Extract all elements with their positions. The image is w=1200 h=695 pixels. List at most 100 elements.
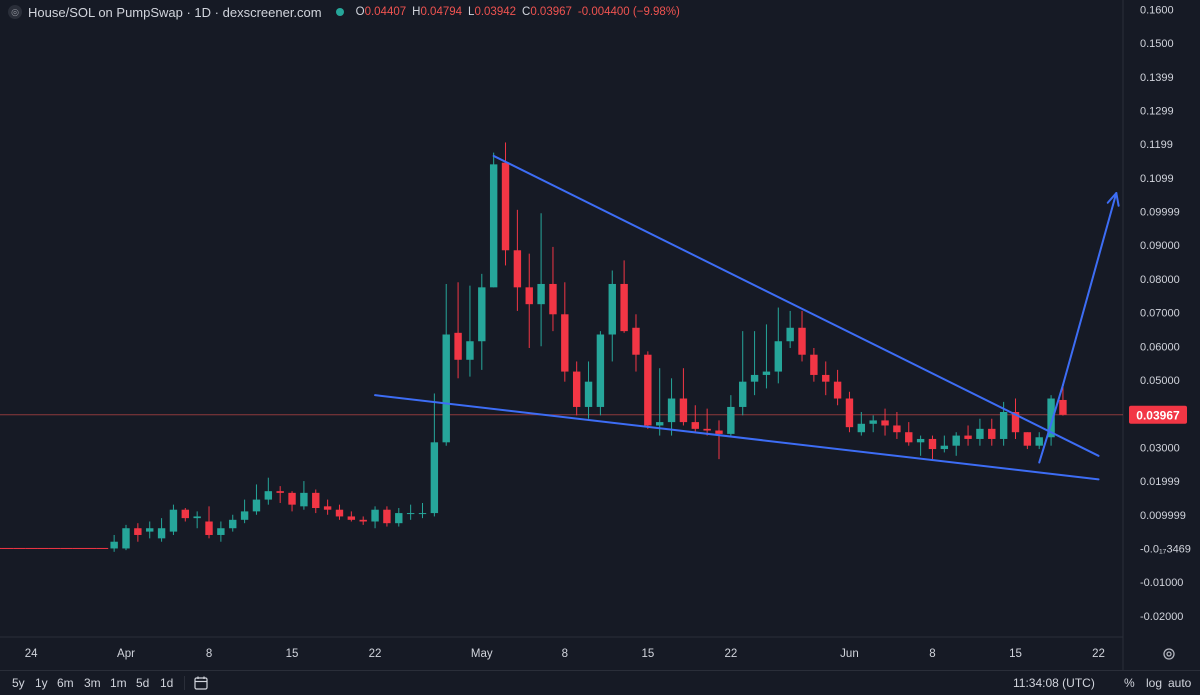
y-tick-label[interactable]: 0.1199: [1140, 139, 1173, 151]
range-3m-button[interactable]: 3m: [84, 676, 101, 690]
x-tick-label[interactable]: 24: [25, 648, 38, 660]
candle: [252, 484, 261, 515]
candle-body: [264, 491, 273, 500]
x-tick-label[interactable]: 8: [206, 648, 212, 660]
candle-body: [774, 341, 782, 372]
candle-body: [845, 398, 854, 428]
range-1m-button[interactable]: 1m: [110, 676, 127, 690]
y-tick-label[interactable]: 0.05000: [1140, 375, 1180, 387]
candle: [525, 253, 533, 348]
candle: [822, 361, 830, 396]
candle: [644, 351, 652, 429]
x-tick-label[interactable]: 15: [641, 648, 654, 660]
candle: [988, 418, 996, 446]
y-tick-label[interactable]: -0.0₁₇3469: [1140, 543, 1191, 555]
drawings[interactable]: [374, 154, 1120, 481]
y-tick-label[interactable]: 0.03000: [1140, 442, 1180, 454]
candle-body: [240, 511, 249, 520]
y-tick-label[interactable]: 0.01999: [1140, 476, 1180, 488]
y-tick-label[interactable]: 0.06000: [1140, 341, 1180, 353]
x-tick-label[interactable]: 8: [929, 648, 935, 660]
candle: [134, 523, 142, 542]
upper-trendline[interactable]: [492, 154, 1100, 457]
candle: [691, 405, 699, 433]
candle-body: [703, 428, 711, 431]
range-1y-button[interactable]: 1y: [35, 676, 48, 690]
target-arrow[interactable]: [1061, 191, 1118, 387]
y-tick-label[interactable]: 0.1600: [1140, 4, 1174, 16]
candle: [229, 514, 237, 532]
range-5y-button[interactable]: 5y: [12, 676, 25, 690]
candle: [1023, 432, 1032, 450]
candle-body: [596, 334, 605, 407]
range-6m-button[interactable]: 6m: [57, 676, 74, 690]
candle: [323, 499, 332, 515]
x-tick-label[interactable]: May: [471, 648, 493, 660]
candle: [786, 310, 794, 348]
candle: [810, 347, 818, 382]
x-tick-label[interactable]: 22: [724, 648, 737, 660]
percent-scale-button[interactable]: %: [1124, 676, 1135, 690]
range-1d-button[interactable]: 1d: [160, 676, 174, 690]
x-tick-label[interactable]: Jun: [840, 648, 859, 660]
time-axis[interactable]: 24 Apr 8 15 22 May 8 15 22 Jun 8 15 22: [25, 648, 1105, 660]
candle: [205, 506, 213, 539]
y-tick-label[interactable]: 0.009999: [1140, 510, 1186, 522]
candle-body: [122, 528, 130, 549]
x-tick-label[interactable]: 22: [1092, 648, 1105, 660]
clock-readout[interactable]: 11:34:08 (UTC): [1013, 676, 1095, 690]
chart-legend: ◎ House/SOL on PumpSwap · 1D · dexscreen…: [8, 2, 686, 22]
chart-title[interactable]: House/SOL on PumpSwap · 1D · dexscreener…: [28, 4, 322, 20]
y-tick-label[interactable]: 0.1099: [1140, 173, 1174, 185]
candle-body: [430, 442, 439, 514]
y-tick-label[interactable]: -0.02000: [1140, 611, 1183, 623]
y-tick-label[interactable]: -0.01000: [1140, 577, 1183, 589]
candle: [703, 408, 711, 436]
candle: [940, 435, 949, 453]
candle: [632, 314, 640, 372]
y-tick-label[interactable]: 0.1399: [1140, 72, 1174, 84]
y-tick-label[interactable]: 0.1500: [1140, 38, 1174, 50]
breakout-arrow-leg[interactable]: [1038, 384, 1064, 464]
candle-body: [916, 438, 925, 443]
auto-scale-button[interactable]: auto: [1168, 676, 1192, 690]
candle: [513, 209, 522, 311]
current-price-badge: [1129, 405, 1187, 424]
candle: [727, 395, 735, 436]
chart-area[interactable]: 0.1600 0.1500 0.1399 0.1299 0.1199 0.1099 0.09…: [0, 0, 1200, 670]
x-tick-label[interactable]: 22: [369, 648, 382, 660]
range-5d-button[interactable]: 5d: [136, 676, 150, 690]
dexscreener-symbol-icon[interactable]: ◎: [8, 5, 22, 19]
y-tick-label[interactable]: 0.09999: [1140, 207, 1180, 219]
candle-body: [928, 438, 937, 450]
x-tick-label[interactable]: Apr: [117, 648, 135, 660]
target-arrowhead[interactable]: [1106, 191, 1120, 207]
candle: [881, 408, 889, 436]
candle: [620, 260, 628, 333]
x-tick-label[interactable]: 15: [1009, 648, 1022, 660]
candle-body: [881, 420, 889, 426]
candle: [371, 506, 379, 529]
candle-body: [288, 492, 296, 505]
lower-trendline[interactable]: [374, 394, 1100, 481]
candle-body: [418, 513, 427, 515]
candle-body: [679, 398, 688, 423]
gear-icon[interactable]: [1162, 647, 1176, 661]
candle: [442, 283, 450, 446]
x-tick-label[interactable]: 8: [562, 648, 568, 660]
candle-body: [549, 283, 557, 315]
calendar-goto-icon[interactable]: [193, 675, 209, 691]
candle-body: [1023, 432, 1032, 446]
y-tick-label[interactable]: 0.09000: [1140, 240, 1180, 252]
candles: [0, 142, 1067, 552]
candle: [146, 521, 154, 539]
x-tick-label[interactable]: 15: [286, 648, 299, 660]
y-tick-label[interactable]: 0.08000: [1140, 274, 1180, 286]
log-scale-button[interactable]: log: [1146, 676, 1163, 690]
candle: [572, 361, 581, 416]
candle-body: [952, 435, 960, 446]
y-tick-label[interactable]: 0.07000: [1140, 308, 1180, 320]
y-tick-label[interactable]: 0.1299: [1140, 105, 1174, 117]
candle: [240, 499, 249, 524]
candle: [110, 534, 118, 552]
